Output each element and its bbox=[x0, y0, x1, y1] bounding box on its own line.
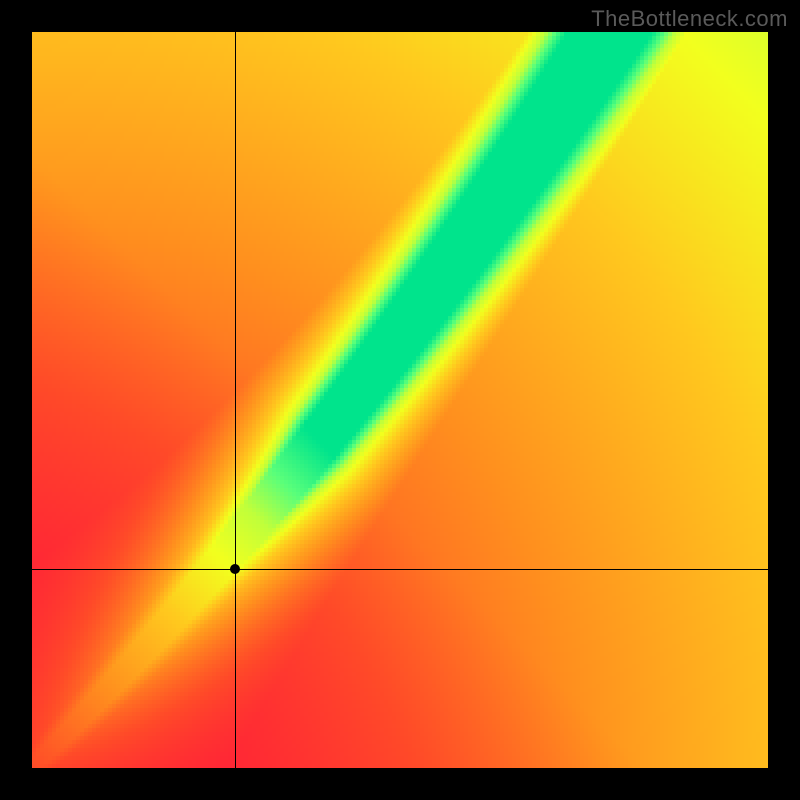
crosshair-marker-dot bbox=[230, 564, 240, 574]
heatmap-canvas bbox=[32, 32, 768, 768]
chart-container: TheBottleneck.com bbox=[0, 0, 800, 800]
crosshair-vertical bbox=[235, 32, 236, 768]
plot-area bbox=[32, 32, 768, 768]
crosshair-horizontal bbox=[32, 569, 768, 570]
watermark-text: TheBottleneck.com bbox=[591, 6, 788, 32]
